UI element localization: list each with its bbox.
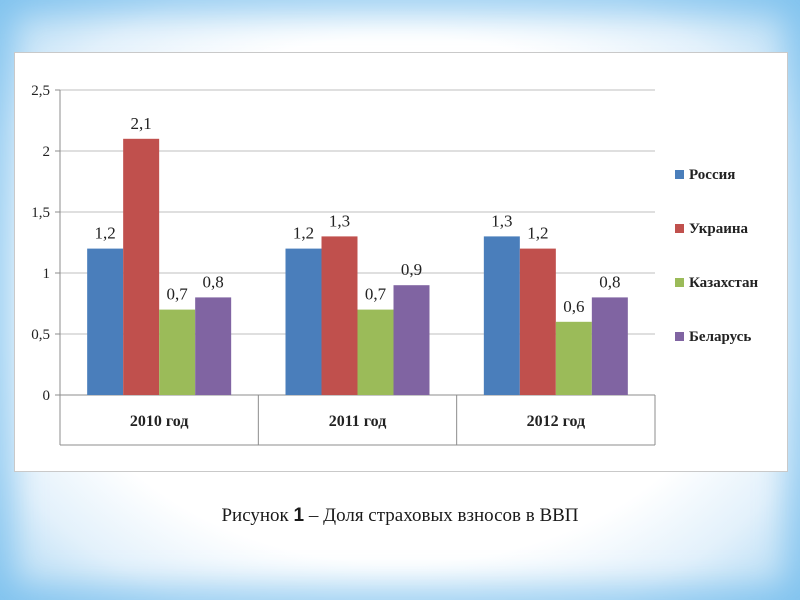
data-label: 0,9 xyxy=(401,260,422,279)
bar xyxy=(195,297,232,395)
bar xyxy=(483,236,520,395)
caption-text: – Доля страховых взносов в ВВП xyxy=(308,505,579,526)
legend-label: Беларусь xyxy=(689,329,751,345)
bar xyxy=(321,236,358,395)
caption-prefix: Рисунок xyxy=(221,505,289,526)
data-label: 0,8 xyxy=(203,272,224,291)
y-tick-label: 1,5 xyxy=(31,205,50,221)
data-label: 0,7 xyxy=(365,285,387,304)
data-label: 1,3 xyxy=(329,211,350,230)
data-label: 1,2 xyxy=(527,224,548,243)
legend-label: Казахстан xyxy=(689,275,758,291)
data-label: 1,2 xyxy=(95,224,116,243)
data-label: 0,7 xyxy=(167,285,189,304)
y-tick-label: 0,5 xyxy=(31,327,50,343)
legend-swatch xyxy=(675,224,684,233)
y-tick-label: 1 xyxy=(43,266,51,282)
bar xyxy=(591,297,628,395)
bar xyxy=(159,309,196,395)
bar xyxy=(357,309,394,395)
bar xyxy=(123,138,160,396)
bar xyxy=(87,248,124,395)
data-label: 1,3 xyxy=(491,211,512,230)
bar xyxy=(519,248,556,395)
chart-panel: 0 0,5 1 1,5 2 2,5 1,2 2,1 0,7 0,8 2010 год 1,2 1,3 0,… xyxy=(14,52,788,472)
data-label: 0,6 xyxy=(563,297,584,316)
y-tick-label: 2 xyxy=(43,144,51,160)
category-label: 2010 год xyxy=(130,413,189,430)
legend-swatch xyxy=(675,278,684,287)
bar xyxy=(285,248,322,395)
legend-label: Россия xyxy=(689,167,735,183)
caption-number: 1 xyxy=(293,505,305,526)
category-label: 2012 год xyxy=(527,413,586,430)
y-tick-label: 2,5 xyxy=(31,83,50,99)
data-label: 1,2 xyxy=(293,224,314,243)
legend-swatch xyxy=(675,170,684,179)
y-tick-label: 0 xyxy=(43,388,51,404)
bar-chart: 0 0,5 1 1,5 2 2,5 1,2 2,1 0,7 0,8 2010 год 1,2 1,3 0,… xyxy=(31,83,758,446)
legend-swatch xyxy=(675,332,684,341)
data-label: 0,8 xyxy=(599,272,620,291)
figure-caption: Рисунок 1 – Доля страховых взносов в ВВП xyxy=(0,505,800,527)
bar xyxy=(555,321,592,395)
legend-label: Украина xyxy=(689,221,749,237)
data-label: 2,1 xyxy=(131,114,152,133)
category-label: 2011 год xyxy=(329,413,387,430)
bar xyxy=(393,285,430,395)
